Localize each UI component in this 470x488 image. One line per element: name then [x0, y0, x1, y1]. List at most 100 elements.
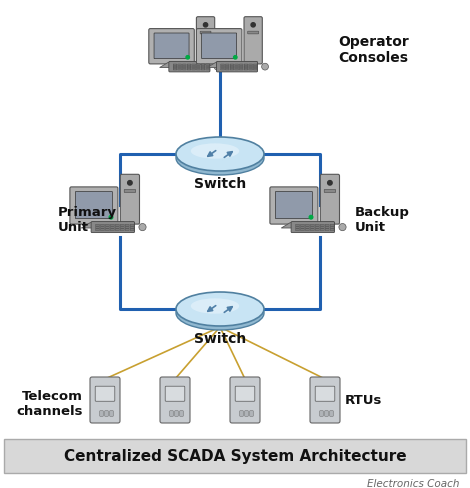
FancyBboxPatch shape	[95, 225, 99, 226]
FancyBboxPatch shape	[100, 411, 103, 416]
FancyBboxPatch shape	[226, 65, 229, 66]
FancyBboxPatch shape	[178, 69, 181, 71]
FancyBboxPatch shape	[315, 227, 319, 229]
FancyBboxPatch shape	[95, 386, 115, 402]
FancyBboxPatch shape	[325, 229, 329, 231]
Text: RTUs: RTUs	[345, 393, 383, 406]
Text: Centralized SCADA System Architecture: Centralized SCADA System Architecture	[64, 448, 406, 464]
FancyBboxPatch shape	[230, 69, 234, 71]
FancyBboxPatch shape	[201, 67, 205, 69]
FancyBboxPatch shape	[130, 229, 134, 231]
FancyBboxPatch shape	[217, 62, 258, 73]
FancyBboxPatch shape	[173, 69, 177, 71]
FancyBboxPatch shape	[275, 192, 313, 219]
Circle shape	[234, 57, 237, 60]
FancyBboxPatch shape	[95, 229, 99, 231]
FancyBboxPatch shape	[206, 69, 210, 71]
Polygon shape	[207, 63, 231, 68]
FancyBboxPatch shape	[321, 227, 324, 229]
FancyBboxPatch shape	[325, 411, 328, 416]
FancyBboxPatch shape	[296, 229, 299, 231]
Circle shape	[309, 216, 313, 220]
Text: Primary
Unit: Primary Unit	[58, 205, 117, 234]
FancyBboxPatch shape	[116, 227, 119, 229]
FancyBboxPatch shape	[170, 411, 173, 416]
FancyBboxPatch shape	[239, 65, 243, 66]
FancyBboxPatch shape	[310, 377, 340, 423]
FancyBboxPatch shape	[306, 229, 309, 231]
FancyBboxPatch shape	[239, 69, 243, 71]
FancyBboxPatch shape	[182, 69, 186, 71]
FancyBboxPatch shape	[160, 377, 190, 423]
Ellipse shape	[176, 296, 264, 330]
FancyBboxPatch shape	[187, 65, 191, 66]
FancyBboxPatch shape	[90, 377, 120, 423]
FancyBboxPatch shape	[187, 67, 191, 69]
Circle shape	[262, 64, 268, 71]
Text: Electronics Coach: Electronics Coach	[368, 478, 460, 488]
FancyBboxPatch shape	[230, 65, 234, 66]
FancyBboxPatch shape	[330, 229, 334, 231]
FancyBboxPatch shape	[201, 69, 205, 71]
FancyBboxPatch shape	[116, 229, 119, 231]
FancyBboxPatch shape	[253, 67, 257, 69]
FancyBboxPatch shape	[311, 227, 314, 229]
FancyBboxPatch shape	[196, 69, 200, 71]
Polygon shape	[160, 63, 183, 68]
Text: Backup
Unit: Backup Unit	[355, 205, 410, 234]
FancyBboxPatch shape	[244, 69, 248, 71]
Circle shape	[204, 23, 208, 28]
FancyBboxPatch shape	[315, 229, 319, 231]
FancyBboxPatch shape	[202, 34, 237, 60]
FancyBboxPatch shape	[230, 377, 260, 423]
FancyBboxPatch shape	[75, 192, 112, 219]
FancyBboxPatch shape	[300, 229, 305, 231]
FancyBboxPatch shape	[178, 67, 181, 69]
FancyBboxPatch shape	[270, 187, 318, 224]
FancyBboxPatch shape	[244, 18, 262, 65]
FancyBboxPatch shape	[248, 32, 258, 35]
FancyBboxPatch shape	[124, 190, 136, 193]
FancyBboxPatch shape	[130, 225, 134, 226]
FancyBboxPatch shape	[116, 225, 119, 226]
FancyBboxPatch shape	[169, 62, 210, 73]
FancyBboxPatch shape	[296, 225, 299, 226]
FancyBboxPatch shape	[125, 229, 129, 231]
Polygon shape	[282, 223, 306, 228]
FancyBboxPatch shape	[321, 229, 324, 231]
FancyBboxPatch shape	[315, 225, 319, 226]
FancyBboxPatch shape	[206, 67, 210, 69]
FancyBboxPatch shape	[330, 227, 334, 229]
FancyBboxPatch shape	[296, 227, 299, 229]
FancyBboxPatch shape	[201, 65, 205, 66]
FancyBboxPatch shape	[325, 225, 329, 226]
FancyBboxPatch shape	[165, 386, 185, 402]
FancyBboxPatch shape	[149, 30, 194, 65]
FancyBboxPatch shape	[250, 411, 253, 416]
FancyBboxPatch shape	[249, 65, 252, 66]
FancyBboxPatch shape	[192, 65, 196, 66]
FancyBboxPatch shape	[206, 65, 210, 66]
FancyBboxPatch shape	[239, 67, 243, 69]
FancyBboxPatch shape	[175, 411, 178, 416]
FancyBboxPatch shape	[311, 229, 314, 231]
FancyBboxPatch shape	[125, 225, 129, 226]
FancyBboxPatch shape	[330, 225, 334, 226]
FancyBboxPatch shape	[101, 229, 104, 231]
FancyBboxPatch shape	[315, 386, 335, 402]
Circle shape	[128, 181, 132, 186]
FancyBboxPatch shape	[253, 65, 257, 66]
FancyBboxPatch shape	[105, 411, 108, 416]
FancyBboxPatch shape	[320, 175, 339, 224]
FancyBboxPatch shape	[321, 225, 324, 226]
FancyBboxPatch shape	[235, 67, 238, 69]
FancyBboxPatch shape	[311, 225, 314, 226]
Circle shape	[328, 181, 332, 186]
Ellipse shape	[176, 292, 264, 326]
Ellipse shape	[176, 142, 264, 176]
FancyBboxPatch shape	[192, 69, 196, 71]
Circle shape	[139, 224, 146, 231]
FancyBboxPatch shape	[300, 227, 305, 229]
FancyBboxPatch shape	[173, 65, 177, 66]
FancyBboxPatch shape	[245, 411, 248, 416]
